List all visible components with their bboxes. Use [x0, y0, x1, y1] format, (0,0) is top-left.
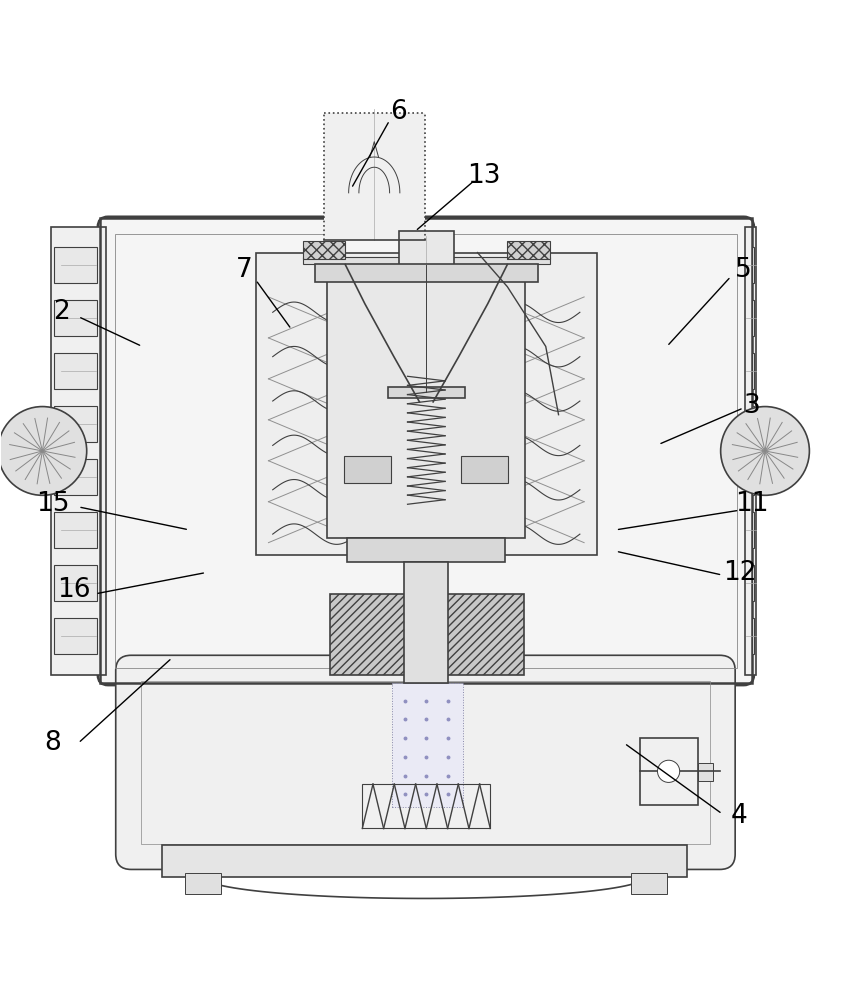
FancyBboxPatch shape	[116, 655, 735, 869]
Text: 7: 7	[236, 257, 253, 283]
Bar	[348, 538, 505, 562]
Bar	[302, 241, 345, 259]
Text: 13: 13	[467, 163, 500, 189]
Bar	[461, 456, 508, 483]
FancyBboxPatch shape	[98, 217, 754, 685]
Bar	[54, 565, 97, 601]
Bar	[631, 873, 667, 894]
Bar	[388, 387, 465, 398]
Bar	[314, 264, 538, 282]
Bar	[404, 562, 449, 683]
Bar	[54, 512, 97, 548]
Bar	[508, 241, 550, 259]
Text: 15: 15	[36, 491, 69, 517]
Bar	[752, 353, 754, 389]
Text: 5: 5	[735, 257, 752, 283]
Bar	[698, 763, 713, 781]
Circle shape	[0, 407, 86, 495]
Bar	[746, 227, 757, 675]
Text: 6: 6	[389, 99, 407, 125]
Bar	[362, 784, 490, 828]
Bar	[639, 738, 698, 805]
Text: 8: 8	[45, 730, 61, 756]
Bar	[99, 218, 752, 683]
Bar	[752, 300, 754, 336]
Circle shape	[721, 407, 810, 495]
Bar	[185, 873, 221, 894]
Text: 16: 16	[57, 577, 91, 603]
Bar	[141, 681, 710, 844]
Text: 12: 12	[722, 560, 756, 586]
Bar	[344, 456, 391, 483]
Bar	[399, 231, 454, 393]
Bar	[54, 300, 97, 336]
Text: 2: 2	[53, 299, 69, 325]
Bar	[162, 845, 687, 877]
Text: 4: 4	[731, 803, 748, 829]
Circle shape	[657, 760, 680, 782]
Bar	[115, 234, 737, 668]
Bar	[54, 353, 97, 389]
Bar	[256, 253, 597, 555]
Bar	[54, 406, 97, 442]
Bar	[392, 683, 463, 807]
Bar	[330, 594, 525, 675]
Bar	[54, 247, 97, 283]
Bar	[752, 406, 754, 442]
Bar	[54, 618, 97, 654]
Bar	[752, 512, 754, 548]
Bar	[327, 265, 526, 538]
Bar	[324, 113, 425, 240]
Bar	[752, 618, 754, 654]
Bar	[752, 247, 754, 283]
Bar	[752, 459, 754, 495]
Bar	[302, 257, 550, 264]
Bar	[752, 565, 754, 601]
Bar	[51, 227, 106, 675]
Text: 3: 3	[744, 393, 761, 419]
Text: 11: 11	[735, 491, 769, 517]
Bar	[54, 459, 97, 495]
